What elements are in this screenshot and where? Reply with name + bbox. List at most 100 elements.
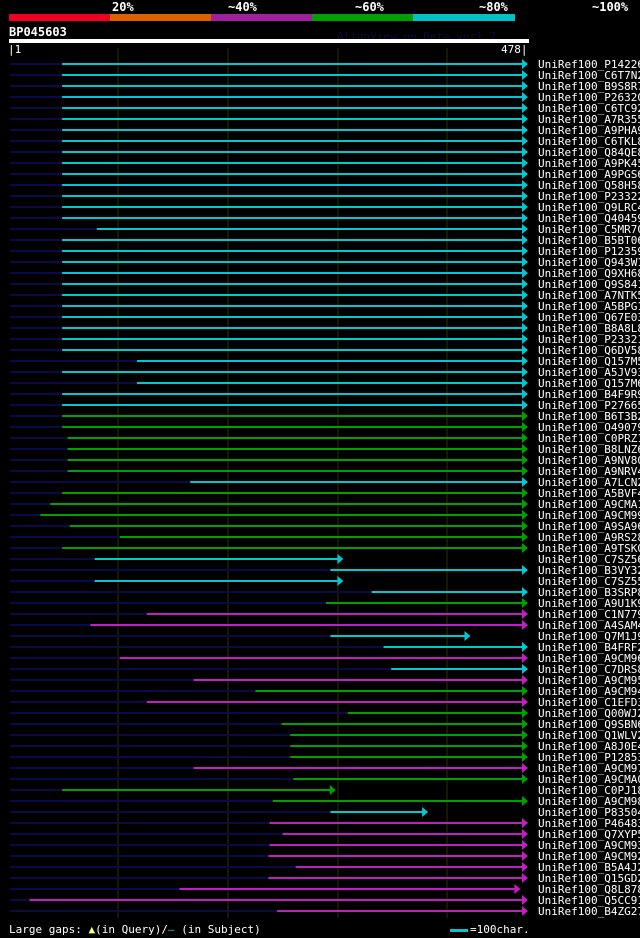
hit-label: UniRef100_B5BT06 xyxy=(538,234,640,247)
hit-label: UniRef100_A5JV93 xyxy=(538,366,640,379)
hit-label: UniRef100_B3VY32 xyxy=(538,564,640,577)
hit-arrow-icon xyxy=(522,367,528,377)
hit-label: UniRef100_A9RS28 xyxy=(538,531,640,544)
hit-arrow-icon xyxy=(522,873,528,883)
hit-arrow-icon xyxy=(522,444,528,454)
pct-label-80: ~80% xyxy=(479,0,508,14)
hit-label: UniRef100_P26320 xyxy=(538,91,640,104)
hit-label: UniRef100_Q943W1 xyxy=(538,256,640,269)
hit-label: UniRef100_B4F9R9 xyxy=(538,388,640,401)
hit-arrow-icon xyxy=(522,257,528,267)
hit-label: UniRef100_A9PGS6 xyxy=(538,168,640,181)
legend-in-subject: (in Subject) xyxy=(174,923,261,936)
hit-label: UniRef100_A7NTK5 xyxy=(538,289,640,302)
hit-label: UniRef100_Q1WLV2 xyxy=(538,729,640,742)
hit-arrow-icon xyxy=(522,345,528,355)
hit-label: UniRef100_Q9XH68 xyxy=(538,267,640,280)
hit-arrow-icon xyxy=(522,796,528,806)
hit-label: UniRef100_Q58H58 xyxy=(538,179,640,192)
hit-arrow-icon xyxy=(464,631,471,641)
hit-arrow-icon xyxy=(522,202,528,212)
hit-arrow-icon xyxy=(522,455,528,465)
hit-label: UniRef100_B9S8R7 xyxy=(538,80,640,93)
hit-arrow-icon xyxy=(522,664,528,674)
hit-arrow-icon xyxy=(522,422,528,432)
hit-arrow-icon xyxy=(514,884,521,894)
hit-label: UniRef100_Q7M1J9 xyxy=(538,630,640,643)
hit-arrow-icon xyxy=(522,510,528,520)
hit-arrow-icon xyxy=(522,81,528,91)
hit-arrow-icon xyxy=(522,92,528,102)
hit-label: UniRef100_C1EFD3 xyxy=(538,696,640,709)
hit-label: UniRef100_Q15GD2 xyxy=(538,872,640,885)
identity-color-100 xyxy=(413,14,515,21)
hit-arrow-icon xyxy=(522,466,528,476)
query-name: BP045603 xyxy=(9,25,67,39)
hit-arrow-icon xyxy=(337,576,344,586)
hit-arrow-icon xyxy=(522,598,528,608)
hit-arrow-icon xyxy=(522,730,528,740)
hit-arrow-icon xyxy=(522,818,528,828)
hit-label: UniRef100_C6T7N2 xyxy=(538,69,640,82)
pct-label-40: ~40% xyxy=(228,0,257,14)
query-start-label: |1 xyxy=(8,43,22,56)
hit-arrow-icon xyxy=(522,895,528,905)
hit-label: UniRef100_A4SAM4 xyxy=(538,619,640,632)
hit-arrow-icon xyxy=(522,774,528,784)
hit-label: UniRef100_Q00WJ2 xyxy=(538,707,640,720)
hit-arrow-icon xyxy=(522,301,528,311)
hit-arrow-icon xyxy=(522,411,528,421)
hit-label: UniRef100_B8LNZ6 xyxy=(538,443,640,456)
hit-arrow-icon xyxy=(522,488,528,498)
hit-label: UniRef100_Q7XYP5 xyxy=(538,828,640,841)
hit-label: UniRef100_C0PJ18 xyxy=(538,784,640,797)
hit-arrow-icon xyxy=(522,246,528,256)
hit-label: UniRef100_A9CMA1 xyxy=(538,498,640,511)
hit-label: UniRef100_P27665 xyxy=(538,399,640,412)
hit-arrow-icon xyxy=(522,213,528,223)
hit-arrow-icon xyxy=(522,70,528,80)
hit-label: UniRef100_Q9SBN6 xyxy=(538,718,640,731)
hit-label: UniRef100_C7DRS8 xyxy=(538,663,640,676)
hit-label: UniRef100_A9CM97 xyxy=(538,762,640,775)
hit-label: UniRef100_A7R355 xyxy=(538,113,640,126)
hit-arrow-icon xyxy=(522,829,528,839)
hit-arrow-icon xyxy=(522,103,528,113)
hit-arrow-icon xyxy=(522,609,528,619)
hit-arrow-icon xyxy=(422,807,429,817)
hit-arrow-icon xyxy=(522,499,528,509)
hit-arrow-icon xyxy=(522,477,528,487)
hit-arrow-icon xyxy=(522,312,528,322)
query-bar xyxy=(9,39,529,43)
hit-arrow-icon xyxy=(522,433,528,443)
hit-label: UniRef100_P14226 xyxy=(538,58,640,71)
hit-arrow-icon xyxy=(522,114,528,124)
hit-label: UniRef100_P12853 xyxy=(538,751,640,764)
hit-label: UniRef100_C6TC92 xyxy=(538,102,640,115)
hit-label: UniRef100_C5MR70 xyxy=(538,223,640,236)
hit-arrow-icon xyxy=(522,290,528,300)
hit-label: UniRef100_Q67E03 xyxy=(538,311,640,324)
hit-label: UniRef100_A9NRV4 xyxy=(538,465,640,478)
hit-arrow-icon xyxy=(522,235,528,245)
hit-arrow-icon xyxy=(522,719,528,729)
identity-color-20 xyxy=(9,14,110,21)
scale-label: =100char. xyxy=(470,923,530,936)
hit-arrow-icon xyxy=(522,334,528,344)
hit-arrow-icon xyxy=(522,224,528,234)
hit-label: UniRef100_Q5CC91 xyxy=(538,894,640,907)
subject-gap-marker-icon: — xyxy=(167,923,175,936)
hit-arrow-icon xyxy=(522,653,528,663)
hit-arrow-icon xyxy=(522,268,528,278)
hit-arrow-icon xyxy=(522,378,528,388)
hit-arrow-icon xyxy=(329,785,336,795)
hit-label: UniRef100_A9PK45 xyxy=(538,157,640,170)
hit-label: UniRef100_B4ZG27 xyxy=(538,905,640,918)
hit-label: UniRef100_P23321 xyxy=(538,333,640,346)
hit-arrow-icon xyxy=(522,697,528,707)
hit-arrow-icon xyxy=(522,136,528,146)
hit-label: UniRef100_O49079 xyxy=(538,421,640,434)
hit-label: UniRef100_B4FRF2 xyxy=(538,641,640,654)
hit-label: UniRef100_P23322 xyxy=(538,190,640,203)
hit-arrow-icon xyxy=(522,906,528,916)
